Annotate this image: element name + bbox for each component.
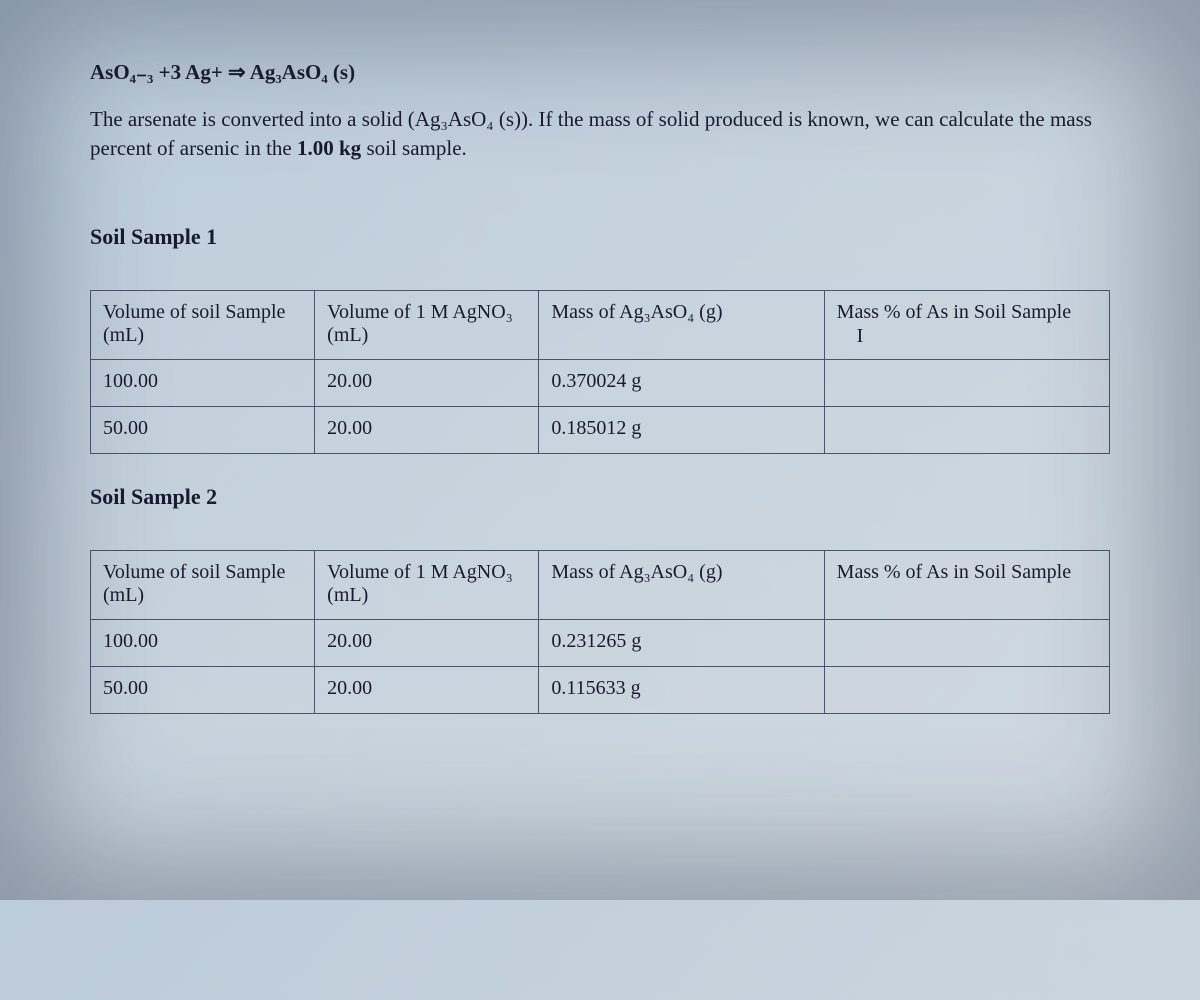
cell-mass-pct[interactable] bbox=[824, 666, 1109, 713]
sample1-table: Volume of soil Sample (mL) Volume of 1 M… bbox=[90, 290, 1110, 454]
cell-vol-agno3: 20.00 bbox=[315, 619, 539, 666]
cell-vol-soil: 100.00 bbox=[91, 619, 315, 666]
document-page: AsO₄₋₃ +3 Ag+ ⇒ Ag₃AsO₄ (s) The arsenate… bbox=[0, 0, 1200, 1000]
table-row: 50.00 20.00 0.185012 g bbox=[91, 406, 1110, 453]
table-row: 50.00 20.00 0.115633 g bbox=[91, 666, 1110, 713]
cell-vol-agno3: 20.00 bbox=[315, 359, 539, 406]
header-mass-pct[interactable]: Mass % of As in Soil Sample bbox=[824, 550, 1109, 619]
sample1-title: Soil Sample 1 bbox=[90, 224, 1110, 250]
description-part1: The arsenate is converted into a solid (… bbox=[90, 107, 1092, 160]
cell-mass-pct[interactable] bbox=[824, 406, 1109, 453]
text-cursor-icon: I bbox=[857, 325, 864, 348]
table-row: 100.00 20.00 0.370024 g bbox=[91, 359, 1110, 406]
cell-mass: 0.231265 g bbox=[539, 619, 824, 666]
description-part2: soil sample. bbox=[361, 136, 467, 160]
header-vol-soil: Volume of soil Sample (mL) bbox=[91, 290, 315, 359]
description-bold: 1.00 kg bbox=[297, 136, 361, 160]
cell-vol-soil: 100.00 bbox=[91, 359, 315, 406]
header-vol-agno3: Volume of 1 M AgNO₃ (mL) bbox=[315, 290, 539, 359]
header-mass: Mass of Ag₃AsO₄ (g) bbox=[539, 290, 824, 359]
header-mass-pct[interactable]: Mass % of As in Soil SampleI bbox=[824, 290, 1109, 359]
header-mass-pct-text: Mass % of As in Soil Sample bbox=[837, 301, 1071, 323]
cell-mass-pct[interactable] bbox=[824, 619, 1109, 666]
header-vol-agno3: Volume of 1 M AgNO₃ (mL) bbox=[315, 550, 539, 619]
header-mass: Mass of Ag₃AsO₄ (g) bbox=[539, 550, 824, 619]
cell-vol-soil: 50.00 bbox=[91, 666, 315, 713]
cell-vol-agno3: 20.00 bbox=[315, 666, 539, 713]
cell-vol-agno3: 20.00 bbox=[315, 406, 539, 453]
cell-mass-pct[interactable] bbox=[824, 359, 1109, 406]
chemical-equation: AsO₄₋₃ +3 Ag+ ⇒ Ag₃AsO₄ (s) bbox=[90, 60, 1110, 85]
cell-mass: 0.370024 g bbox=[539, 359, 824, 406]
table-row: 100.00 20.00 0.231265 g bbox=[91, 619, 1110, 666]
sample2-table: Volume of soil Sample (mL) Volume of 1 M… bbox=[90, 550, 1110, 714]
description-text: The arsenate is converted into a solid (… bbox=[90, 105, 1110, 164]
sample2-title: Soil Sample 2 bbox=[90, 484, 1110, 510]
cell-vol-soil: 50.00 bbox=[91, 406, 315, 453]
cell-mass: 0.185012 g bbox=[539, 406, 824, 453]
table-header-row: Volume of soil Sample (mL) Volume of 1 M… bbox=[91, 550, 1110, 619]
header-vol-soil: Volume of soil Sample (mL) bbox=[91, 550, 315, 619]
table-header-row: Volume of soil Sample (mL) Volume of 1 M… bbox=[91, 290, 1110, 359]
cell-mass: 0.115633 g bbox=[539, 666, 824, 713]
